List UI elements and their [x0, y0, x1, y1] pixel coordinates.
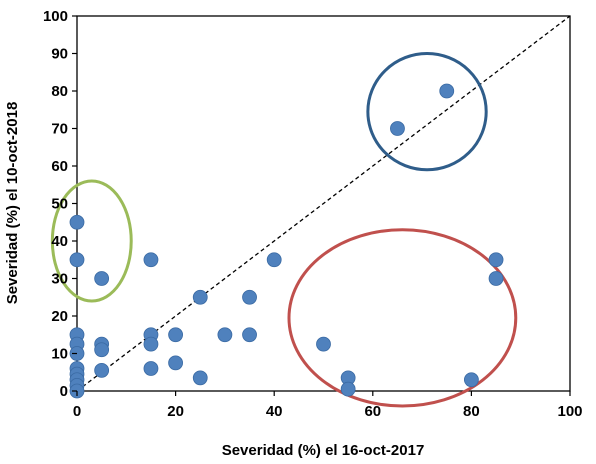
y-tick-label: 60 [51, 158, 68, 175]
data-point [266, 252, 282, 268]
reference-line [76, 15, 571, 392]
annotation-ellipse-3 [287, 228, 518, 408]
data-point [439, 83, 455, 99]
data-point [217, 327, 233, 343]
points-group [69, 83, 504, 399]
data-point [192, 370, 208, 386]
y-tick-label: 0 [60, 383, 68, 400]
data-point [488, 252, 504, 268]
data-point [242, 289, 257, 305]
data-point [94, 271, 110, 286]
data-point [463, 372, 479, 388]
x-tick-label: 0 [73, 403, 81, 420]
y-tick-label: 50 [51, 196, 68, 213]
data-point [242, 327, 257, 343]
data-point [94, 362, 110, 378]
data-point [168, 355, 184, 371]
data-point [390, 121, 405, 136]
y-tick-label: 100 [43, 8, 68, 25]
annotation-ellipse-2 [366, 52, 488, 172]
y-tick-label: 90 [51, 46, 68, 63]
y-tick-label: 30 [51, 271, 68, 288]
annotation-ellipse-1 [50, 179, 133, 303]
y-ticks-group: 0 10 20 30 40 50 60 70 80 90 100 [43, 8, 77, 400]
y-tick-label: 70 [51, 121, 68, 138]
y-axis-title: Severidad (%) el 10-oct-2018 [4, 102, 21, 305]
data-point [143, 252, 159, 268]
data-point [168, 327, 184, 343]
data-point [143, 336, 159, 352]
data-point [69, 214, 85, 230]
x-tick-label: 100 [557, 403, 582, 420]
data-point [316, 336, 331, 352]
data-point [340, 381, 356, 397]
y-tick-label: 10 [51, 346, 68, 363]
y-tick-label: 80 [51, 83, 68, 100]
y-tick-label: 20 [51, 308, 68, 325]
data-point [192, 289, 208, 305]
x-tick-label: 20 [167, 403, 184, 420]
data-point [143, 361, 159, 376]
x-axis-title: Severidad (%) el 16-oct-2017 [222, 442, 425, 459]
y-tick-label: 40 [51, 233, 68, 250]
data-point [94, 342, 110, 358]
data-point [69, 252, 85, 268]
reference-line-group [76, 15, 571, 392]
x-tick-label: 60 [364, 403, 381, 420]
x-tick-label: 40 [266, 403, 283, 420]
data-point [488, 271, 504, 286]
x-ticks-group: 0 20 40 60 80 100 [73, 391, 583, 420]
annotation-group [50, 52, 518, 408]
x-tick-label: 80 [463, 403, 480, 420]
